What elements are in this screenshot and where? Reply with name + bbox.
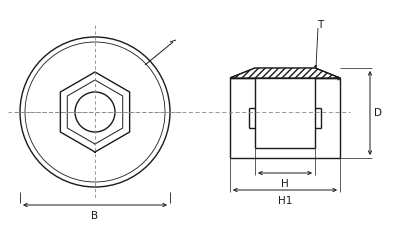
Text: H: H [281, 179, 289, 189]
Polygon shape [230, 68, 340, 78]
Text: T: T [317, 20, 323, 30]
Text: B: B [92, 211, 98, 221]
Text: D: D [374, 108, 382, 118]
Text: H1: H1 [278, 196, 292, 206]
